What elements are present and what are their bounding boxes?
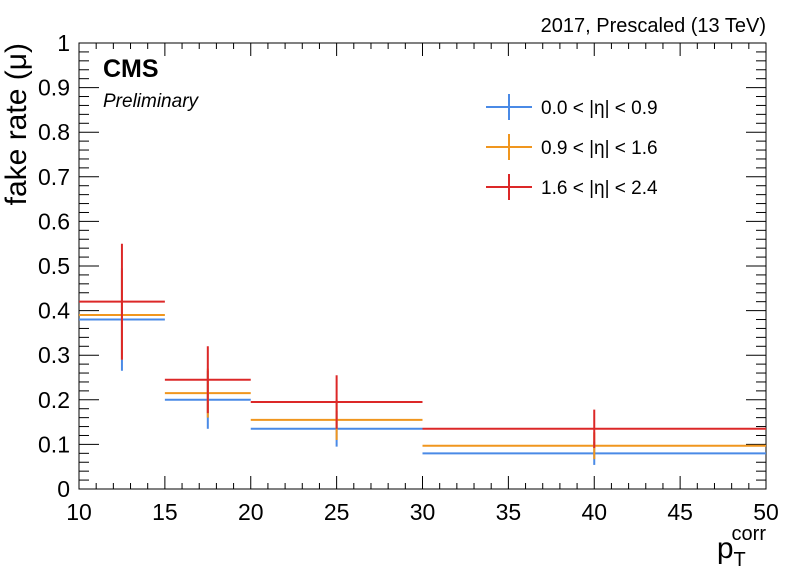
cms-label: CMS <box>103 55 159 83</box>
y-tick-label: 0.8 <box>38 119 70 145</box>
y-tick-label: 0.1 <box>38 431 70 457</box>
top-right-label: 2017, Prescaled (13 TeV) <box>541 15 766 37</box>
preliminary-label: Preliminary <box>103 91 200 112</box>
x-tick-label: 10 <box>66 499 92 525</box>
x-tick-label: 45 <box>667 499 693 525</box>
y-tick-label: 1 <box>57 30 70 56</box>
y-tick-label: 0.6 <box>38 208 70 234</box>
series-1 <box>79 268 766 465</box>
legend-entry: 0.9 < |η| < 1.6 <box>486 134 658 160</box>
x-tick-label: 20 <box>238 499 264 525</box>
series-3 <box>79 243 766 448</box>
y-axis-label: fake rate (μ) <box>0 43 33 205</box>
y-tick-labels: 0 0.1 0.2 0.3 0.4 0.5 0.6 0.7 0.8 0.9 1 <box>38 30 70 502</box>
x-tick-label: 50 <box>753 499 779 525</box>
y-tick-label: 0.5 <box>38 253 70 279</box>
legend: 0.0 < |η| < 0.9 0.9 < |η| < 1.6 1.6 < |η| … <box>486 94 658 200</box>
legend-label: 0.0 < |η| < 0.9 <box>541 98 658 119</box>
data-series <box>79 243 766 465</box>
x-tick-label: 35 <box>496 499 522 525</box>
legend-label: 0.9 < |η| < 1.6 <box>541 138 658 159</box>
y-tick-label: 0.9 <box>38 75 70 101</box>
y-tick-label: 0.7 <box>38 164 70 190</box>
legend-label: 1.6 < |η| < 2.4 <box>541 178 658 199</box>
legend-entry: 1.6 < |η| < 2.4 <box>486 174 658 200</box>
legend-entry: 0.0 < |η| < 0.9 <box>486 94 658 120</box>
x-tick-label: 25 <box>324 499 350 525</box>
y-tick-label: 0.2 <box>38 387 70 413</box>
y-tick-label: 0.4 <box>38 298 70 324</box>
series-2 <box>79 270 766 460</box>
x-tick-label: 30 <box>410 499 436 525</box>
x-tick-labels: 10 15 20 25 30 35 40 45 50 <box>66 499 779 525</box>
x-tick-label: 15 <box>152 499 178 525</box>
y-tick-label: 0.3 <box>38 342 70 368</box>
x-axis-label: pTcorr <box>717 523 766 571</box>
x-tick-label: 40 <box>581 499 607 525</box>
y-tick-label: 0 <box>57 476 70 502</box>
